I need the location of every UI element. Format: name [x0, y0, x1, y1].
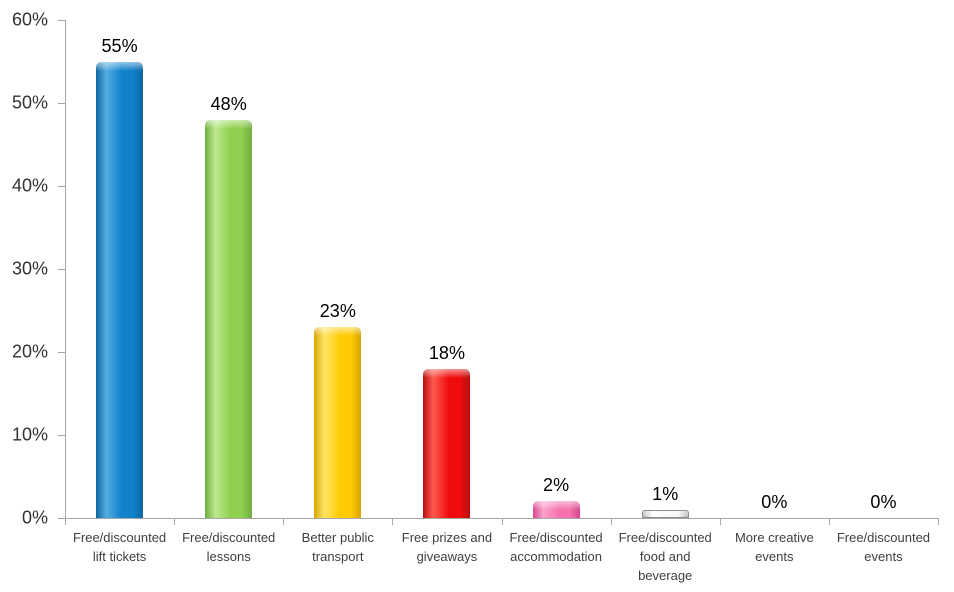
bar-value-label: 0%: [761, 492, 788, 512]
bar-yellow: [314, 327, 362, 518]
y-axis-tick-label: 40%: [11, 175, 48, 196]
x-axis-tick-mark: [174, 518, 176, 525]
y-axis-tick-label: 30%: [11, 258, 48, 279]
bar-green: [205, 119, 253, 518]
bar-value-label: 23%: [319, 301, 356, 322]
y-axis-tick-label: 60%: [11, 9, 48, 30]
x-axis-tick-mark: [392, 518, 394, 525]
bar-value-label: 0%: [870, 492, 897, 512]
y-axis-tick-mark: [58, 518, 65, 519]
y-axis-tick-label: 50%: [11, 92, 48, 113]
y-axis-tick-mark: [58, 103, 65, 104]
y-axis-line: [65, 20, 66, 518]
y-axis-tick-mark: [58, 269, 65, 270]
x-axis-tick-mark: [65, 518, 66, 525]
category-label: Free/discounted lift tickets: [72, 530, 167, 564]
x-axis-tick-mark: [719, 518, 721, 525]
bar-red: [423, 368, 471, 518]
y-axis-tick-mark: [58, 186, 65, 187]
x-axis-tick-mark: [828, 518, 830, 525]
x-axis-tick-mark: [938, 518, 939, 525]
y-axis-tick-mark: [58, 352, 65, 353]
category-label: More creative events: [734, 530, 814, 564]
category-label: Free/discounted food and beverage: [618, 530, 712, 583]
bar-pink: [532, 501, 580, 518]
bar-value-label: 2%: [543, 475, 570, 496]
bar-value-label: 18%: [428, 342, 465, 363]
y-axis-tick-mark: [58, 435, 65, 436]
bar-value-label: 1%: [652, 483, 679, 504]
category-label: Better public transport: [301, 530, 374, 564]
x-axis-tick-mark: [610, 518, 612, 525]
category-label: Free/discounted events: [836, 530, 931, 564]
y-axis-tick-label: 20%: [11, 341, 48, 362]
bar-blue: [96, 61, 144, 518]
x-axis-tick-mark: [501, 518, 503, 525]
y-axis-tick-label: 0%: [21, 507, 48, 528]
y-axis-tick-mark: [58, 20, 65, 21]
bar-value-label: 48%: [210, 93, 247, 114]
category-label: Free/discounted accommodation: [509, 530, 603, 564]
bar-white: [641, 509, 689, 518]
category-label: Free prizes and giveaways: [401, 530, 493, 564]
x-axis-tick-mark: [283, 518, 285, 525]
y-axis-tick-label: 10%: [11, 424, 48, 445]
bar-value-label: 55%: [101, 35, 138, 56]
category-label: Free/discounted lessons: [182, 530, 276, 564]
